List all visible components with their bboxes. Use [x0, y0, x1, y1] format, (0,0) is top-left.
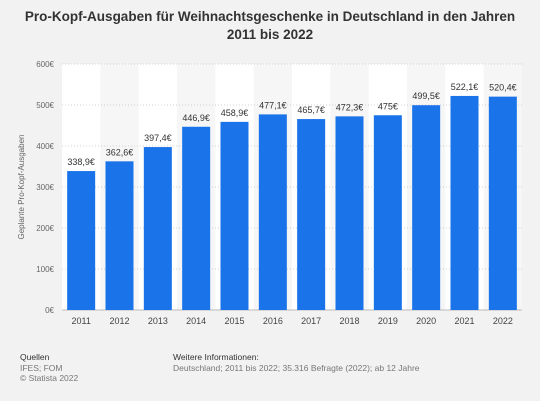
chart-title: Pro-Kopf-Ausgaben für Weihnachtsgeschenk… [24, 9, 516, 42]
bar-value-label: 522,1€ [451, 82, 479, 92]
x-tick-label: 2019 [378, 316, 398, 326]
info-text: Deutschland; 2011 bis 2022; 35.316 Befra… [173, 362, 420, 373]
info-heading: Weitere Informationen: [173, 352, 259, 362]
y-tick-label: 600€ [36, 60, 54, 69]
bar-value-label: 362,6€ [106, 147, 134, 157]
sources-heading: Quellen [20, 352, 50, 362]
bar [488, 96, 517, 310]
x-tick-label: 2021 [454, 316, 474, 326]
x-tick-label: 2020 [416, 316, 436, 326]
bar-value-label: 397,4€ [144, 133, 172, 143]
y-tick-label: 500€ [36, 101, 54, 110]
x-tick-label: 2013 [148, 316, 168, 326]
y-tick-label: 0€ [45, 306, 54, 315]
bar-value-label: 499,5€ [412, 91, 440, 101]
y-tick-label: 400€ [36, 142, 54, 151]
sources-block: Quellen IFES; FOM © Statista 2022 [20, 352, 78, 384]
y-axis-label: Geplante Pro-Kopf-Ausgaben [17, 135, 26, 240]
bar-value-label: 520,4€ [489, 83, 517, 93]
info-block: Weitere Informationen: Deutschland; 2011… [173, 352, 420, 373]
bar [67, 171, 96, 310]
bar [412, 105, 441, 310]
x-tick-label: 2017 [301, 316, 321, 326]
bar [450, 95, 479, 311]
bar-value-label: 465,7€ [297, 105, 325, 115]
bar [258, 114, 287, 310]
y-tick-label: 100€ [36, 265, 54, 274]
x-tick-label: 2022 [493, 316, 513, 326]
x-tick-label: 2014 [186, 316, 206, 326]
x-tick-label: 2016 [263, 316, 283, 326]
bar-value-label: 477,1€ [259, 100, 287, 110]
bar [143, 147, 172, 310]
bar-value-label: 338,9€ [67, 157, 95, 167]
bar [335, 116, 364, 311]
bar [373, 115, 402, 310]
source-line: IFES; FOM [20, 362, 63, 373]
x-tick-label: 2015 [224, 316, 244, 326]
bar-value-label: 475€ [378, 101, 398, 111]
x-tick-label: 2012 [109, 316, 129, 326]
bar [105, 161, 134, 310]
copyright-line: © Statista 2022 [20, 373, 79, 383]
bar-value-label: 458,9€ [221, 108, 249, 118]
y-tick-label: 200€ [36, 224, 54, 233]
bar [297, 119, 326, 310]
x-tick-label: 2018 [339, 316, 359, 326]
bar [220, 121, 249, 310]
y-tick-label: 300€ [36, 183, 54, 192]
bar [182, 126, 211, 310]
bar-value-label: 446,9€ [182, 113, 210, 123]
x-tick-label: 2011 [71, 316, 90, 326]
bar-value-label: 472,3€ [336, 102, 364, 112]
